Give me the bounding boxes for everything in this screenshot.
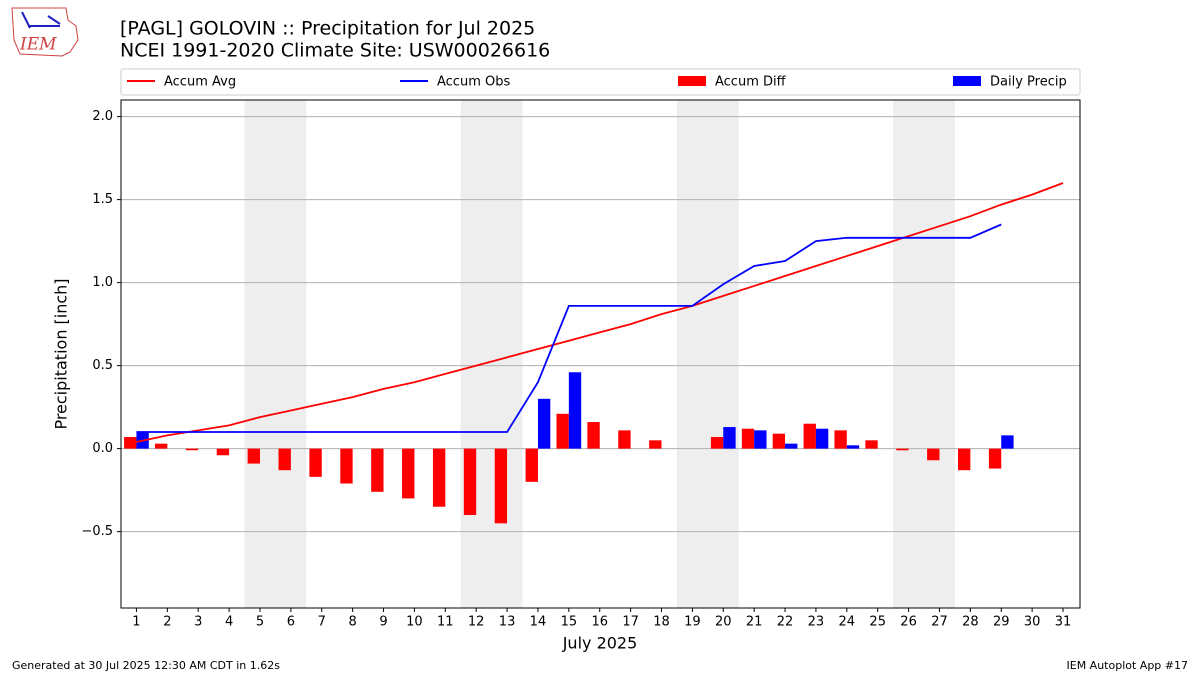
- legend-box: [120, 68, 1081, 96]
- x-axis-label: July 2025: [562, 634, 638, 653]
- x-tick-label: 2: [163, 615, 171, 630]
- x-tick-label: 17: [622, 615, 639, 630]
- y-tick-label: 0.5: [92, 358, 113, 373]
- y-tick-label: 2.0: [92, 109, 113, 124]
- chart-title: [PAGL] GOLOVIN :: Precipitation for Jul …: [120, 18, 535, 40]
- legend-label: Accum Diff: [715, 75, 787, 90]
- bar: [741, 428, 755, 449]
- line: [136, 223, 1002, 433]
- bar: [785, 443, 798, 449]
- x-tick-label: 31: [1055, 615, 1072, 630]
- x-tick-label: 1: [132, 615, 140, 630]
- x-tick-label: 29: [993, 615, 1010, 630]
- x-tick-label: 3: [194, 615, 202, 630]
- bar: [846, 445, 860, 449]
- x-tick-label: 4: [225, 615, 233, 630]
- weekend-shade: [676, 100, 739, 608]
- logo-text: IEM: [19, 35, 57, 55]
- bar: [278, 448, 291, 471]
- chart-subtitle: NCEI 1991-2020 Climate Site: USW00026616: [120, 40, 550, 62]
- bar: [772, 433, 786, 449]
- line: [136, 182, 1064, 443]
- bar: [958, 448, 971, 471]
- x-tick-label: 23: [808, 615, 825, 630]
- bar: [340, 448, 353, 484]
- logo-outline: [11, 7, 79, 57]
- legend-label: Accum Avg: [164, 75, 236, 90]
- x-tick-label: 16: [591, 615, 608, 630]
- legend-label: Daily Precip: [990, 75, 1067, 90]
- x-tick-label: 26: [900, 615, 917, 630]
- x-tick-label: 19: [684, 615, 701, 630]
- plot-frame: [120, 99, 1081, 609]
- footer-right: IEM Autoplot App #17: [1067, 659, 1189, 672]
- bar: [463, 448, 477, 516]
- x-tick-label: 5: [256, 615, 264, 630]
- logo: IEM: [11, 7, 79, 57]
- bar: [537, 398, 551, 449]
- bar: [494, 448, 508, 524]
- bar: [649, 440, 662, 449]
- bar: [587, 422, 600, 449]
- footer-left: Generated at 30 Jul 2025 12:30 AM CDT in…: [12, 659, 280, 672]
- x-tick-label: 27: [931, 615, 948, 630]
- bar: [803, 423, 816, 449]
- x-tick-label: 22: [777, 615, 794, 630]
- weekend-shade: [460, 100, 523, 608]
- bar: [568, 372, 582, 449]
- logo-icon: [21, 11, 61, 29]
- x-tick-label: 21: [746, 615, 763, 630]
- bar: [185, 448, 199, 451]
- bar: [216, 448, 230, 456]
- bar: [815, 428, 829, 449]
- y-tick-label: 1.5: [92, 192, 113, 207]
- y-axis-label: Precipitation [inch]: [52, 278, 71, 429]
- bar: [556, 413, 569, 449]
- bar: [896, 448, 909, 451]
- bar: [618, 430, 631, 449]
- x-tick-label: 9: [379, 615, 387, 630]
- x-tick-label: 7: [318, 615, 326, 630]
- x-tick-label: 28: [962, 615, 979, 630]
- bar: [723, 427, 736, 449]
- bar: [525, 448, 538, 482]
- bar: [834, 430, 847, 449]
- x-tick-label: 15: [561, 615, 578, 630]
- bar: [402, 448, 415, 499]
- bar: [988, 448, 1002, 469]
- x-tick-label: 11: [437, 615, 454, 630]
- y-tick-label: 0.0: [92, 441, 113, 456]
- bar: [865, 440, 878, 449]
- bar: [754, 430, 767, 449]
- y-tick-label: −0.5: [81, 524, 113, 539]
- plot-area: [121, 100, 1080, 608]
- weekend-shade: [893, 100, 955, 608]
- x-tick-label: 8: [349, 615, 357, 630]
- bar: [432, 448, 446, 507]
- x-tick-label: 30: [1024, 615, 1041, 630]
- y-tick-label: 1.0: [92, 275, 113, 290]
- bar: [247, 448, 260, 464]
- bar: [309, 448, 322, 477]
- legend-swatch: [678, 76, 706, 86]
- weekend-shade: [244, 100, 307, 608]
- x-tick-label: 25: [869, 615, 886, 630]
- bar: [154, 443, 168, 449]
- x-tick-label: 24: [839, 615, 856, 630]
- bar: [371, 448, 384, 492]
- x-tick-label: 12: [468, 615, 485, 630]
- x-tick-label: 20: [715, 615, 732, 630]
- legend-label: Accum Obs: [437, 75, 510, 90]
- bar: [124, 437, 137, 449]
- bar: [1001, 435, 1014, 449]
- legend-swatch: [953, 76, 981, 86]
- x-tick-label: 6: [287, 615, 295, 630]
- bar: [927, 448, 940, 461]
- x-tick-label: 10: [406, 615, 423, 630]
- x-tick-label: 13: [499, 615, 516, 630]
- bar: [710, 437, 724, 449]
- x-tick-label: 14: [530, 615, 547, 630]
- x-tick-label: 18: [653, 615, 670, 630]
